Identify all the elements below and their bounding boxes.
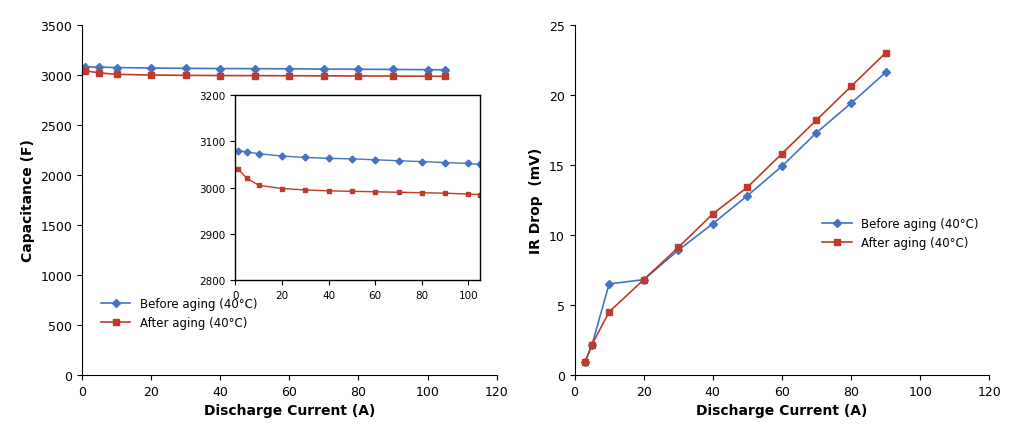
After aging (40°C) (741, 185, 753, 191)
Before aging (40°C) (845, 101, 857, 106)
After aging (40°C) (180, 74, 192, 79)
After aging (40°C) (603, 310, 615, 315)
After aging (40°C) (706, 212, 718, 217)
Line: After aging (40°C): After aging (40°C) (83, 69, 448, 80)
X-axis label: Discharge Current (A): Discharge Current (A) (696, 403, 868, 417)
Line: Before aging (40°C): Before aging (40°C) (582, 70, 889, 366)
After aging (40°C) (438, 74, 451, 80)
Legend: Before aging (40°C), After aging (40°C): Before aging (40°C), After aging (40°C) (96, 293, 262, 334)
Before aging (40°C) (741, 194, 753, 199)
Before aging (40°C) (110, 66, 123, 71)
Before aging (40°C) (318, 67, 330, 73)
Line: After aging (40°C): After aging (40°C) (582, 51, 889, 366)
After aging (40°C) (93, 71, 105, 76)
Before aging (40°C) (638, 277, 650, 283)
Before aging (40°C) (586, 343, 598, 348)
After aging (40°C) (672, 245, 685, 251)
After aging (40°C) (318, 74, 330, 79)
Before aging (40°C) (80, 65, 92, 71)
After aging (40°C) (80, 69, 92, 74)
Y-axis label: IR Drop  (mV): IR Drop (mV) (529, 148, 544, 254)
After aging (40°C) (638, 277, 650, 283)
After aging (40°C) (845, 85, 857, 90)
Before aging (40°C) (776, 164, 788, 170)
Before aging (40°C) (706, 222, 718, 227)
Line: Before aging (40°C): Before aging (40°C) (83, 64, 448, 74)
Before aging (40°C) (180, 67, 192, 72)
After aging (40°C) (586, 343, 598, 348)
Before aging (40°C) (145, 66, 157, 71)
Before aging (40°C) (353, 67, 365, 73)
After aging (40°C) (110, 73, 123, 78)
Before aging (40°C) (214, 67, 226, 72)
Before aging (40°C) (421, 68, 433, 73)
Before aging (40°C) (248, 67, 261, 72)
Before aging (40°C) (578, 360, 591, 365)
After aging (40°C) (387, 74, 400, 79)
After aging (40°C) (578, 360, 591, 365)
Before aging (40°C) (810, 131, 823, 136)
Before aging (40°C) (283, 67, 295, 72)
After aging (40°C) (353, 74, 365, 79)
Before aging (40°C) (603, 282, 615, 287)
After aging (40°C) (283, 74, 295, 79)
After aging (40°C) (248, 74, 261, 79)
Y-axis label: Capacitance (F): Capacitance (F) (20, 139, 35, 261)
Legend: Before aging (40°C), After aging (40°C): Before aging (40°C), After aging (40°C) (818, 212, 983, 254)
After aging (40°C) (810, 118, 823, 124)
After aging (40°C) (145, 73, 157, 78)
Before aging (40°C) (438, 68, 451, 73)
Before aging (40°C) (880, 71, 892, 76)
Before aging (40°C) (387, 67, 400, 73)
After aging (40°C) (421, 74, 433, 80)
After aging (40°C) (880, 51, 892, 57)
After aging (40°C) (776, 152, 788, 157)
X-axis label: Discharge Current (A): Discharge Current (A) (203, 403, 375, 417)
Before aging (40°C) (672, 248, 685, 253)
After aging (40°C) (214, 74, 226, 79)
Before aging (40°C) (93, 65, 105, 71)
